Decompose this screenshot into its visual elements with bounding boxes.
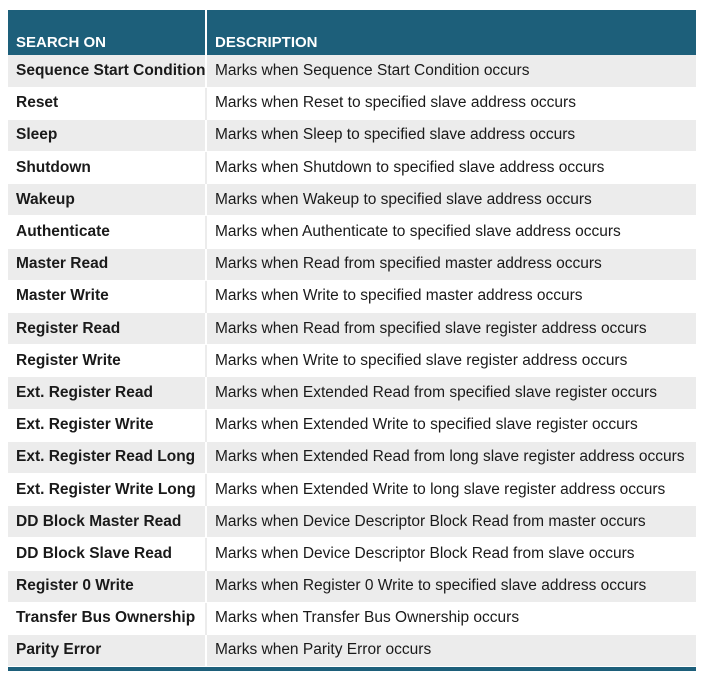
description-cell: Marks when Write to specified master add… bbox=[205, 280, 696, 314]
search-on-cell: Wakeup bbox=[8, 183, 206, 217]
description-cell: Marks when Device Descriptor Block Read … bbox=[205, 537, 696, 571]
search-on-cell: Authenticate bbox=[8, 215, 206, 249]
description-cell: Marks when Sleep to specified slave addr… bbox=[205, 119, 696, 153]
table-row: Ext. Register Read Marks when Extended Re… bbox=[8, 376, 696, 410]
search-on-cell: DD Block Slave Read bbox=[8, 537, 206, 571]
description-cell: Marks when Parity Error occurs bbox=[205, 634, 696, 668]
table-row: Register Read Marks when Read from specif… bbox=[8, 312, 696, 346]
description-cell: Marks when Extended Write to long slave … bbox=[205, 473, 696, 507]
search-on-cell: Ext. Register Read bbox=[8, 376, 206, 410]
description-cell: Marks when Authenticate to specified sla… bbox=[205, 215, 696, 249]
description-cell: Marks when Register 0 Write to specified… bbox=[205, 570, 696, 603]
search-on-cell: Register Write bbox=[8, 344, 206, 378]
table-row: Authenticate Marks when Authenticate to s… bbox=[8, 215, 696, 249]
table-row: Wakeup Marks when Wakeup to specified sla… bbox=[8, 183, 696, 217]
table-row: Master Read Marks when Read from specifie… bbox=[8, 248, 696, 281]
table-body: Sequence Start Condition Marks when Seque… bbox=[8, 55, 696, 668]
table-row: Ext. Register Write Marks when Extended W… bbox=[8, 409, 696, 442]
search-on-cell: Register Read bbox=[8, 312, 206, 346]
description-cell: Marks when Device Descriptor Block Read … bbox=[205, 505, 696, 539]
header-description: DESCRIPTION bbox=[205, 10, 696, 55]
description-cell: Marks when Extended Read from specified … bbox=[205, 376, 696, 410]
search-on-table-container: SEARCH ON DESCRIPTION Sequence Start Con… bbox=[8, 10, 696, 672]
table-row: Register 0 Write Marks when Register 0 Wr… bbox=[8, 570, 696, 603]
search-on-cell: Master Write bbox=[8, 280, 206, 314]
search-on-cell: Reset bbox=[8, 87, 206, 120]
table-row: Master Write Marks when Write to specifie… bbox=[8, 280, 696, 314]
description-cell: Marks when Extended Read from long slave… bbox=[205, 441, 696, 474]
search-on-cell: Ext. Register Write Long bbox=[8, 473, 206, 507]
description-cell: Marks when Wakeup to specified slave add… bbox=[205, 183, 696, 217]
table-row: DD Block Master Read Marks when Device De… bbox=[8, 505, 696, 539]
table-row: Sequence Start Condition Marks when Seque… bbox=[8, 55, 696, 88]
description-cell: Marks when Reset to specified slave addr… bbox=[205, 87, 696, 120]
description-cell: Marks when Shutdown to specified slave a… bbox=[205, 151, 696, 185]
search-on-cell: DD Block Master Read bbox=[8, 505, 206, 539]
table-row: Ext. Register Read Long Marks when Extend… bbox=[8, 441, 696, 474]
description-cell: Marks when Transfer Bus Ownership occurs bbox=[205, 602, 696, 635]
search-on-cell: Register 0 Write bbox=[8, 570, 206, 603]
table-row: Transfer Bus Ownership Marks when Transfe… bbox=[8, 602, 696, 635]
header-search-on: SEARCH ON bbox=[8, 10, 206, 55]
search-on-cell: Shutdown bbox=[8, 151, 206, 185]
table-row: Reset Marks when Reset to specified slave… bbox=[8, 87, 696, 120]
table-row: Register Write Marks when Write to specif… bbox=[8, 344, 696, 378]
search-on-table: SEARCH ON DESCRIPTION Sequence Start Con… bbox=[8, 10, 696, 668]
search-on-cell: Transfer Bus Ownership bbox=[8, 602, 206, 635]
table-row: Parity Error Marks when Parity Error occu… bbox=[8, 634, 696, 668]
header-row: SEARCH ON DESCRIPTION bbox=[8, 10, 696, 55]
description-cell: Marks when Extended Write to specified s… bbox=[205, 409, 696, 442]
table-row: Sleep Marks when Sleep to specified slave… bbox=[8, 119, 696, 153]
description-cell: Marks when Write to specified slave regi… bbox=[205, 344, 696, 378]
description-cell: Marks when Read from specified master ad… bbox=[205, 248, 696, 281]
search-on-cell: Sequence Start Condition bbox=[8, 55, 206, 88]
search-on-cell: Master Read bbox=[8, 248, 206, 281]
description-cell: Marks when Read from specified slave reg… bbox=[205, 312, 696, 346]
table-row: Ext. Register Write Long Marks when Exten… bbox=[8, 473, 696, 507]
table-bottom-rule bbox=[8, 667, 696, 672]
description-cell: Marks when Sequence Start Condition occu… bbox=[205, 55, 696, 88]
table-row: Shutdown Marks when Shutdown to specified… bbox=[8, 151, 696, 185]
search-on-cell: Parity Error bbox=[8, 634, 206, 668]
table-header: SEARCH ON DESCRIPTION bbox=[8, 10, 696, 55]
table-row: DD Block Slave Read Marks when Device Des… bbox=[8, 537, 696, 571]
search-on-cell: Ext. Register Write bbox=[8, 409, 206, 442]
search-on-cell: Ext. Register Read Long bbox=[8, 441, 206, 474]
search-on-cell: Sleep bbox=[8, 119, 206, 153]
